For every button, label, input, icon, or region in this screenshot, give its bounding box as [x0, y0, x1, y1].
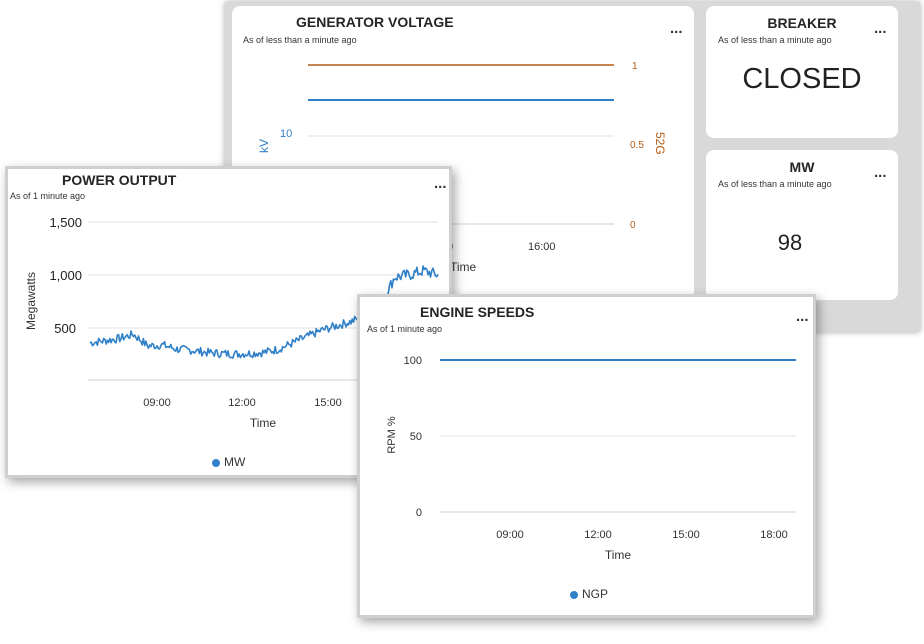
- x-axis-label: Time: [450, 260, 477, 274]
- legend-dot-icon: [212, 458, 220, 467]
- legend-label: NGP: [582, 587, 609, 601]
- breaker-card: BREAKER As of less than a minute ago ...…: [706, 6, 898, 138]
- y-tick: 50: [410, 431, 422, 443]
- legend-item-ngp[interactable]: NGP: [570, 587, 608, 601]
- x-tick: 16:00: [528, 241, 556, 253]
- x-axis-label: Time: [605, 548, 632, 562]
- x-tick: 15:00: [314, 397, 342, 409]
- y-tick: 1,500: [49, 215, 82, 230]
- mw-subtitle: As of less than a minute ago: [718, 179, 832, 189]
- mw-card: MW As of less than a minute ago ... 98: [706, 150, 898, 300]
- y-axis-label: Megawatts: [24, 272, 38, 330]
- y-right-axis-label: 52G: [653, 132, 667, 155]
- generator-voltage-title: GENERATOR VOLTAGE: [296, 14, 454, 30]
- legend-label: MW: [224, 455, 246, 469]
- more-options-icon[interactable]: ...: [434, 175, 447, 192]
- y-tick: 100: [404, 355, 422, 367]
- x-tick: 15:00: [672, 529, 700, 541]
- more-options-icon[interactable]: ...: [796, 308, 809, 325]
- breaker-status-value: CLOSED: [742, 63, 862, 95]
- y-left-tick: 10: [280, 128, 292, 140]
- more-options-icon[interactable]: ...: [874, 164, 887, 181]
- y-tick: 0: [416, 507, 422, 519]
- more-options-icon[interactable]: ...: [670, 20, 683, 37]
- more-options-icon[interactable]: ...: [874, 20, 887, 37]
- legend-item-mw[interactable]: MW: [212, 455, 245, 469]
- engine-speeds-subtitle: As of 1 minute ago: [367, 324, 443, 334]
- y-right-tick: 0: [630, 220, 636, 231]
- y-left-axis-label: kV: [257, 139, 271, 153]
- mw-value: 98: [777, 230, 803, 255]
- generator-voltage-subtitle: As of less than a minute ago: [243, 35, 357, 45]
- y-tick: 1,000: [49, 268, 82, 283]
- engine-speeds-card: ENGINE SPEEDS As of 1 minute ago ... 100…: [357, 294, 816, 618]
- y-axis-label: RPM %: [386, 416, 398, 454]
- x-tick: 12:00: [584, 529, 612, 541]
- y-tick: 500: [54, 321, 76, 336]
- generator-voltage-chart: 10 1 0.5 0 kV 52G 0 16:00 Time: [257, 61, 667, 274]
- x-tick: 12:00: [228, 397, 256, 409]
- x-axis-label: Time: [250, 416, 277, 430]
- engine-speeds-chart: 100 50 0 RPM % 09:00 12:00 15:00 18:00 T…: [386, 355, 796, 562]
- x-tick: 09:00: [143, 397, 171, 409]
- engine-speeds-title: ENGINE SPEEDS: [420, 304, 535, 320]
- x-tick: 09:00: [496, 529, 524, 541]
- legend-dot-icon: [570, 590, 578, 599]
- breaker-title: BREAKER: [767, 15, 837, 31]
- power-output-subtitle: As of 1 minute ago: [10, 191, 86, 201]
- mw-title: MW: [789, 159, 815, 175]
- y-right-tick: 1: [632, 61, 638, 72]
- power-output-title: POWER OUTPUT: [62, 172, 177, 188]
- y-right-tick: 0.5: [630, 140, 644, 151]
- breaker-subtitle: As of less than a minute ago: [718, 35, 832, 45]
- x-tick: 18:00: [760, 529, 788, 541]
